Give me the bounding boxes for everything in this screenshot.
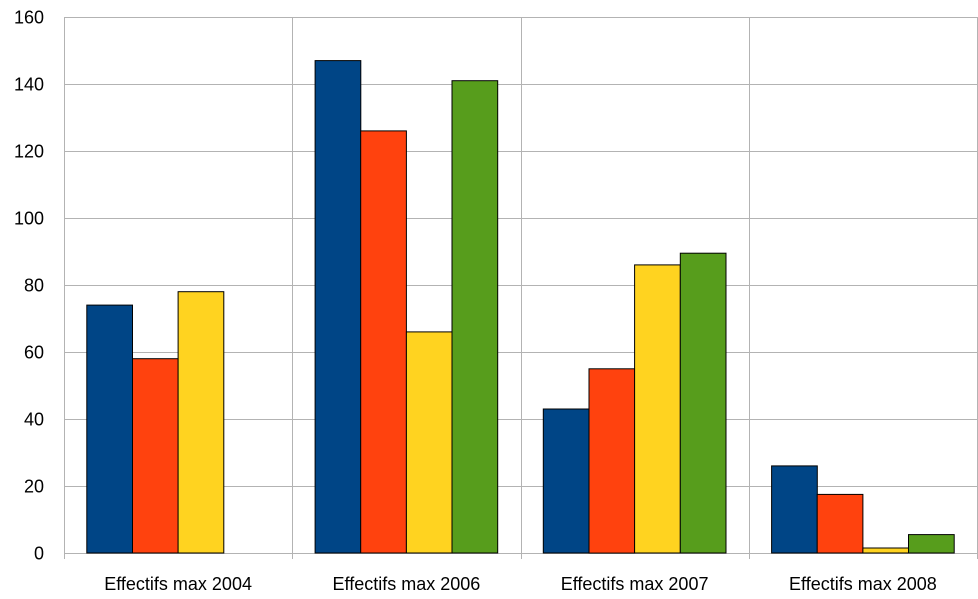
- y-tick-label: 0: [34, 544, 44, 564]
- bar-series-3: [177, 291, 225, 554]
- bar-series-4: [679, 252, 727, 554]
- y-tick-label: 20: [24, 477, 44, 497]
- y-tick-label: 160: [14, 8, 44, 28]
- x-category-label: Effectifs max 2008: [789, 574, 937, 594]
- bar-series-3: [634, 264, 681, 554]
- y-tick-label: 60: [24, 343, 44, 363]
- y-tick-label: 100: [14, 209, 44, 229]
- bar-series-1: [314, 60, 362, 554]
- bar-series-1: [771, 465, 818, 554]
- x-axis-category-labels: Effectifs max 2004 Effectifs max 2006 Effe…: [104, 574, 937, 594]
- y-tick-label: 40: [24, 410, 44, 430]
- bar-series-4: [908, 534, 955, 554]
- bar-series-2: [132, 358, 179, 554]
- bar-series-2: [816, 493, 864, 554]
- x-category-label: Effectifs max 2007: [561, 574, 709, 594]
- y-axis-tick-labels: 0 20 40 60 80 100 120 140 160: [14, 8, 44, 564]
- y-tick-label: 80: [24, 276, 44, 296]
- bars: [86, 60, 955, 554]
- bar-series-2: [360, 130, 407, 554]
- x-category-label: Effectifs max 2006: [333, 574, 481, 594]
- bar-series-3: [862, 547, 910, 554]
- x-category-label: Effectifs max 2004: [104, 574, 252, 594]
- y-tick-label: 120: [14, 142, 44, 162]
- bar-series-2: [588, 368, 636, 554]
- bar-series-1: [542, 408, 590, 554]
- y-tick-label: 140: [14, 75, 44, 95]
- bar-series-4: [451, 80, 499, 554]
- bar-series-1: [86, 304, 134, 554]
- bar-series-3: [405, 331, 453, 554]
